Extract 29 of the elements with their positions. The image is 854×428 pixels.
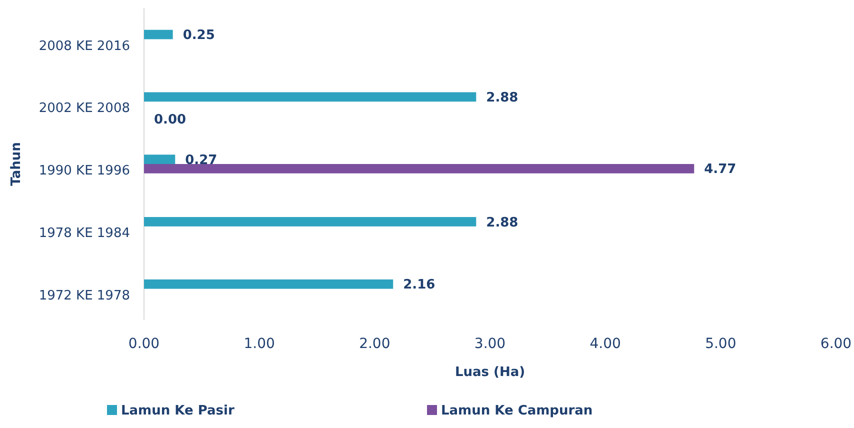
y-tick-label: 1972 KE 1978 [38, 288, 130, 304]
data-label: 0.00 [154, 112, 186, 128]
bar [144, 279, 394, 289]
legend-label: Lamun Ke Pasir [121, 404, 235, 419]
data-label: 2.16 [403, 278, 436, 293]
data-label: 2.88 [486, 90, 518, 106]
x-tick-label: 5.00 [705, 336, 736, 352]
x-tick-label: 6.00 [820, 336, 852, 352]
y-tick-label: 1990 KE 1996 [38, 164, 130, 179]
x-tick-label: 1.00 [244, 336, 275, 352]
data-label: 4.77 [704, 162, 736, 178]
bar [144, 30, 173, 40]
x-tick-label: 2.00 [359, 336, 390, 352]
y-tick-label: 1978 KE 1984 [38, 226, 130, 241]
bar [144, 92, 476, 102]
y-tick-label: 2002 KE 2008 [38, 101, 130, 116]
x-tick-label: 3.00 [474, 336, 506, 352]
y-axis-title: Tahun [9, 142, 24, 186]
x-tick-label: 0.00 [128, 336, 160, 352]
bar [144, 164, 694, 174]
x-tick-label: 4.00 [590, 336, 621, 352]
x-axis-title: Luas (Ha) [454, 365, 526, 380]
legend-label: Lamun Ke Campuran [441, 404, 593, 419]
y-tick-label: 2008 KE 2016 [38, 38, 130, 54]
data-label: 0.25 [182, 28, 215, 44]
bar [144, 217, 476, 226]
bar [144, 154, 176, 164]
data-label: 0.27 [185, 152, 218, 168]
data-label: 2.88 [486, 215, 518, 230]
